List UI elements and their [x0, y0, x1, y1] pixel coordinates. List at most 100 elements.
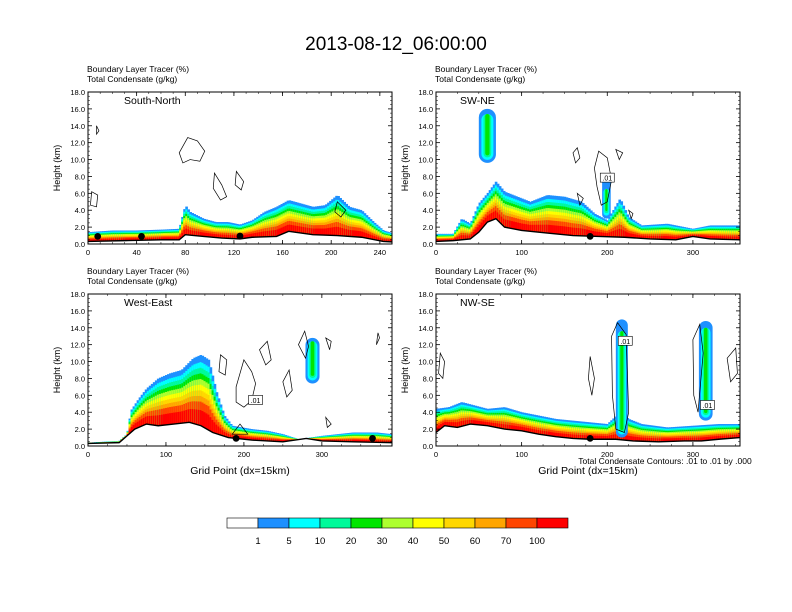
cloud-tower — [478, 108, 496, 163]
condensate-contour — [96, 125, 100, 136]
condensate-contour — [259, 340, 272, 366]
panel-title-line2: Total Condensate (g/kg) — [87, 276, 177, 286]
cloud-tower — [305, 337, 320, 384]
panel-south-north: Boundary Layer Tracer (%)Total Condensat… — [52, 64, 393, 257]
condensate-contour — [334, 201, 347, 218]
y-tick-label: 14.0 — [70, 324, 85, 333]
condensate-contour — [325, 416, 332, 429]
y-tick-label: 4.0 — [75, 206, 85, 215]
y-tick-label: 0.0 — [75, 442, 85, 451]
x-tick-label: 200 — [325, 248, 338, 257]
x-tick-label: 80 — [181, 248, 189, 257]
panel-west-east: Boundary Layer Tracer (%)Total Condensat… — [52, 266, 393, 477]
y-tick-label: 4.0 — [75, 408, 85, 417]
panel-title-line2: Total Condensate (g/kg) — [435, 276, 525, 286]
section-name: South-North — [124, 95, 181, 107]
y-tick-label: 14.0 — [418, 122, 433, 131]
y-tick-label: 0.0 — [423, 240, 433, 249]
contour-label: .01 — [248, 395, 263, 405]
tower-layer — [605, 189, 608, 212]
condensate-contour — [576, 192, 584, 207]
plot-area — [436, 108, 740, 244]
terrain-fill — [88, 231, 392, 244]
y-tick-label: 2.0 — [423, 223, 433, 232]
location-marker — [236, 232, 244, 240]
panel-sw-ne: Boundary Layer Tracer (%)Total Condensat… — [400, 64, 741, 257]
condensate-contour — [615, 148, 624, 161]
x-tick-label: 0 — [86, 248, 90, 257]
y-tick-label: 18.0 — [70, 88, 85, 97]
condensate-contour — [90, 191, 99, 208]
condensate-contour — [218, 354, 228, 376]
y-tick-label: 18.0 — [70, 290, 85, 299]
panel-title-line1: Boundary Layer Tracer (%) — [87, 266, 189, 276]
y-tick-label: 8.0 — [423, 172, 433, 181]
y-tick-label: 6.0 — [75, 189, 85, 198]
x-axis-label: Grid Point (dx=15km) — [190, 465, 290, 477]
location-marker — [586, 233, 594, 240]
terrain-line — [88, 230, 392, 243]
y-tick-label: 10.0 — [70, 358, 85, 367]
x-tick-label: 200 — [601, 248, 614, 257]
panel-title-line2: Total Condensate (g/kg) — [435, 74, 525, 84]
y-tick-label: 12.0 — [70, 341, 85, 350]
condensate-contour — [178, 137, 206, 164]
condensate-contour — [231, 423, 249, 435]
plot-area — [88, 125, 392, 244]
y-tick-label: 12.0 — [418, 139, 433, 148]
y-tick-label: 8.0 — [75, 374, 85, 383]
terrain-line — [436, 217, 740, 243]
x-tick-label: 120 — [228, 248, 241, 257]
condensate-contour — [376, 332, 380, 345]
condensate-contour — [572, 146, 581, 164]
y-tick-label: 6.0 — [423, 189, 433, 198]
y-tick-label: 16.0 — [418, 105, 433, 114]
location-marker — [232, 435, 240, 442]
tower-layer — [310, 341, 315, 376]
y-tick-label: 18.0 — [418, 88, 433, 97]
x-tick-label: 160 — [276, 248, 289, 257]
plot-area — [88, 330, 392, 446]
y-tick-label: 10.0 — [418, 156, 433, 165]
condensate-contour — [594, 150, 612, 206]
condensate-contour — [235, 359, 256, 408]
y-tick-label: 2.0 — [75, 425, 85, 434]
condensate-contour — [298, 330, 309, 360]
condensate-contour — [234, 170, 245, 191]
location-marker — [369, 435, 376, 442]
plot-area — [436, 319, 740, 446]
y-tick-label: 12.0 — [70, 139, 85, 148]
y-tick-label: 2.0 — [75, 223, 85, 232]
x-tick-label: 40 — [132, 248, 140, 257]
tower-layer — [485, 113, 490, 156]
terrain-line — [88, 421, 392, 445]
panel-nw-se: Boundary Layer Tracer (%)Total Condensat… — [400, 266, 741, 477]
panel-title-line1: Boundary Layer Tracer (%) — [435, 64, 537, 74]
condensate-contour — [282, 368, 293, 398]
figure-title: 2013-08-12_06:00:00 — [305, 34, 487, 55]
x-tick-label: 200 — [238, 450, 251, 459]
panel-title-line2: Total Condensate (g/kg) — [87, 74, 177, 84]
y-tick-label: 10.0 — [70, 156, 85, 165]
x-tick-label: 0 — [434, 248, 438, 257]
x-tick-label: 300 — [316, 450, 329, 459]
y-tick-label: 4.0 — [423, 206, 433, 215]
condensate-contour — [325, 337, 332, 350]
cloud-tower — [602, 176, 611, 219]
panel-title-line1: Boundary Layer Tracer (%) — [435, 266, 537, 276]
y-tick-label: 16.0 — [70, 307, 85, 316]
panel-title-line1: Boundary Layer Tracer (%) — [87, 64, 189, 74]
x-tick-label: 300 — [687, 248, 700, 257]
location-marker — [138, 233, 145, 240]
x-tick-label: 0 — [86, 450, 90, 459]
y-axis-label: Height (km) — [52, 347, 62, 394]
x-tick-label: 240 — [374, 248, 387, 257]
y-tick-label: 16.0 — [70, 105, 85, 114]
condensate-contour — [212, 171, 228, 201]
y-tick-label: 14.0 — [70, 122, 85, 131]
contour-label: .01 — [599, 172, 615, 183]
x-tick-label: 100 — [515, 248, 528, 257]
section-name: West-East — [124, 297, 172, 309]
y-tick-label: 6.0 — [75, 391, 85, 400]
